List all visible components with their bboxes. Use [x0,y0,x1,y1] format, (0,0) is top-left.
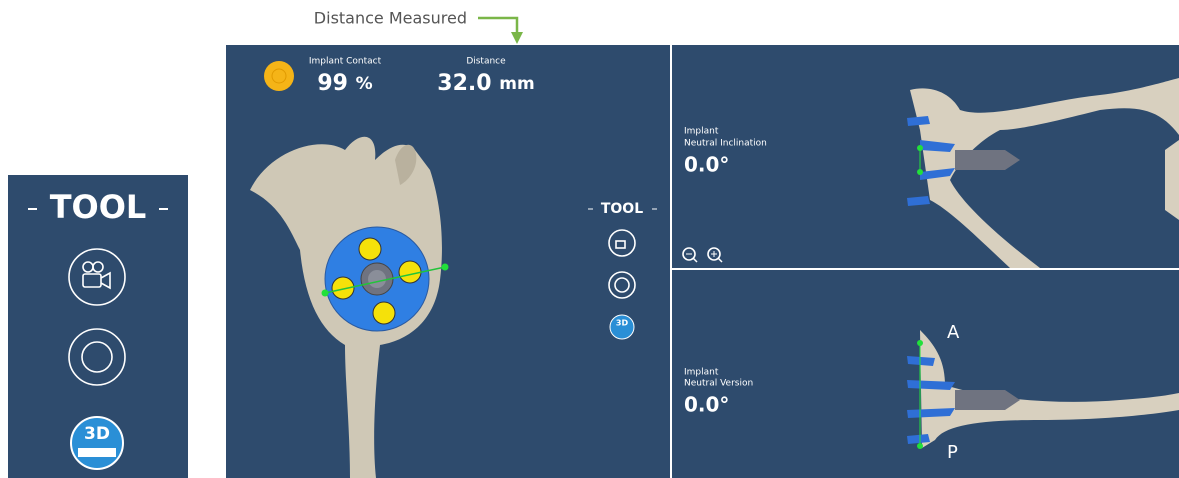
measure-3d-button[interactable]: 3D [71,417,123,469]
screw [373,302,395,324]
view-label: Neutral Version [684,379,753,389]
value: 32.0 [437,71,491,96]
tool-title: TOOL [50,188,147,226]
unit: % [356,74,373,94]
bone-section [1165,140,1179,220]
icon-label: 3D [616,319,629,328]
measure-point [917,169,923,175]
distance-label: Distance [466,57,506,67]
screen: Distance Measured TOOL 3D Implant Contac… [0,0,1179,478]
measure-point [917,443,923,449]
measure-point [917,340,923,346]
unit: mm [499,74,534,94]
contact-indicator [264,61,294,91]
screw [399,261,421,283]
distance-point [442,264,449,271]
annotation-arrow [478,18,517,34]
view-value: 0.0° [684,393,729,417]
contact-label: Implant Contact [309,57,382,67]
anterior-label: A [947,322,960,343]
posterior-label: P [947,442,958,463]
contact-value: 99 % [317,71,372,96]
main-view [226,45,670,478]
view-label: Implant [684,368,719,378]
tool-title: TOOL [601,201,643,217]
annotation-label: Distance Measured [314,9,467,28]
screw [359,238,381,260]
view-value: 0.0° [684,153,729,177]
view-label: Neutral Inclination [684,139,767,149]
ruler [78,448,116,457]
measure-point [917,145,923,151]
implant-center-inner [368,270,386,288]
view-label: Implant [684,127,719,137]
distance-value: 32.0 mm [437,71,534,96]
distance-point [322,290,329,297]
value: 99 [317,71,348,96]
annotation-arrowhead [511,32,523,44]
icon-label: 3D [84,424,110,444]
